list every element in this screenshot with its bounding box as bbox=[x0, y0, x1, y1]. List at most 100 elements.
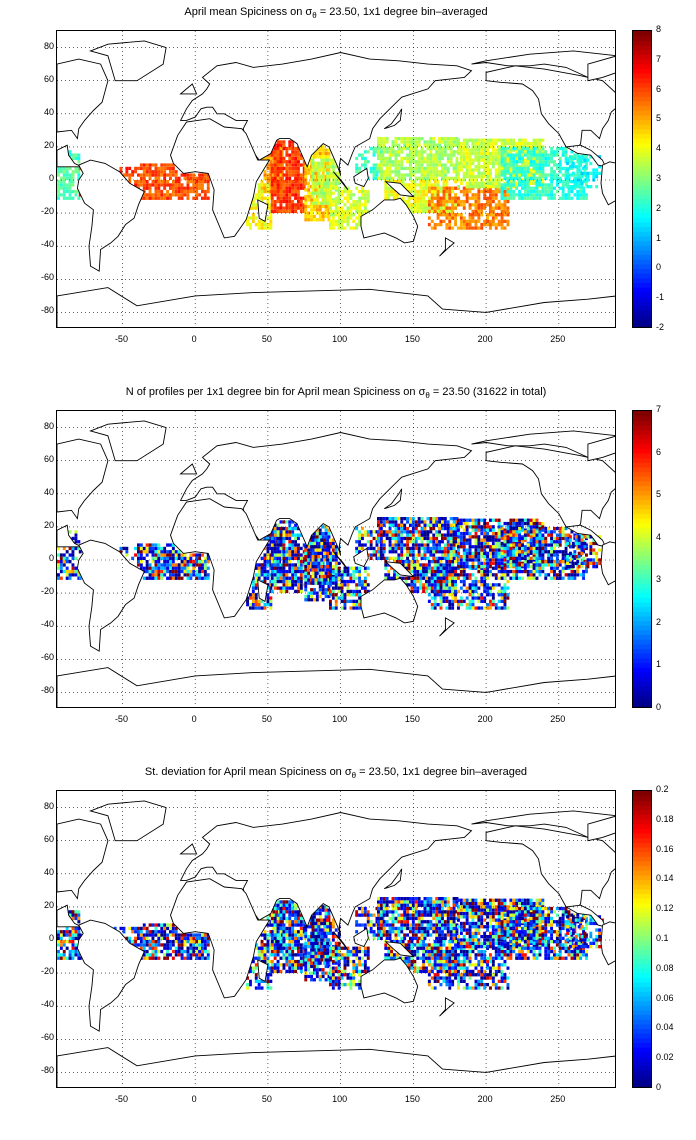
data-cell bbox=[509, 163, 513, 167]
data-cell bbox=[358, 569, 361, 574]
data-cell bbox=[445, 563, 449, 567]
data-cell bbox=[288, 563, 292, 567]
data-cell bbox=[409, 553, 412, 557]
data-cell bbox=[285, 170, 289, 174]
data-cell bbox=[387, 569, 391, 574]
data-cell bbox=[518, 138, 521, 142]
data-cell bbox=[486, 216, 489, 220]
data-cell bbox=[291, 170, 295, 174]
data-cell bbox=[279, 566, 283, 570]
data-cell bbox=[340, 223, 344, 227]
data-cell bbox=[346, 216, 350, 220]
data-cell bbox=[529, 175, 533, 179]
data-cell bbox=[497, 569, 501, 574]
data-cell bbox=[526, 166, 530, 171]
data-cell bbox=[257, 599, 261, 603]
data-cell bbox=[538, 150, 542, 154]
data-cell bbox=[311, 551, 315, 555]
data-cell bbox=[65, 173, 69, 177]
data-cell bbox=[506, 526, 510, 531]
data-cell bbox=[169, 186, 172, 190]
data-cell bbox=[497, 521, 501, 526]
data-cell bbox=[78, 550, 82, 554]
data-cell bbox=[538, 196, 542, 200]
data-cell bbox=[471, 185, 475, 189]
data-cell bbox=[276, 166, 280, 171]
data-cell bbox=[567, 196, 571, 200]
data-cell bbox=[327, 208, 331, 212]
data-cell bbox=[449, 146, 453, 151]
data-cell bbox=[523, 166, 527, 171]
data-cell bbox=[279, 203, 283, 207]
data-cell bbox=[206, 180, 210, 184]
data-cell bbox=[163, 550, 167, 554]
data-cell bbox=[307, 188, 311, 192]
data-cell bbox=[445, 223, 449, 227]
data-cell bbox=[157, 170, 161, 174]
data-cell bbox=[315, 208, 319, 212]
coastline bbox=[57, 287, 615, 327]
data-cell bbox=[416, 206, 420, 210]
data-cell bbox=[586, 185, 590, 189]
data-cell bbox=[260, 186, 264, 190]
data-cell bbox=[541, 146, 545, 151]
data-cell bbox=[462, 138, 466, 142]
data-cell bbox=[320, 565, 324, 569]
data-cell bbox=[538, 175, 542, 179]
data-cell bbox=[529, 181, 533, 185]
data-cell bbox=[509, 545, 513, 549]
data-cell bbox=[198, 193, 201, 197]
data-cell bbox=[337, 573, 341, 577]
data-cell bbox=[254, 606, 258, 610]
data-cell bbox=[57, 173, 60, 177]
data-cell bbox=[503, 203, 507, 207]
data-cell bbox=[435, 173, 439, 177]
data-cell bbox=[480, 209, 484, 214]
data-cell bbox=[423, 553, 427, 557]
data-cell bbox=[307, 545, 311, 549]
data-cell bbox=[465, 551, 469, 555]
data-cell bbox=[314, 561, 318, 565]
data-cell bbox=[269, 533, 273, 537]
data-cell bbox=[477, 181, 481, 185]
data-cell bbox=[171, 166, 175, 171]
data-cell bbox=[426, 170, 430, 174]
data-cell bbox=[304, 181, 308, 185]
data-cell bbox=[409, 517, 412, 521]
data-cell bbox=[406, 520, 409, 524]
data-cell bbox=[526, 161, 530, 166]
data-cell bbox=[311, 561, 315, 565]
data-cell bbox=[324, 528, 328, 532]
data-cell bbox=[432, 543, 436, 547]
data-cell bbox=[419, 203, 423, 207]
data-cell bbox=[523, 158, 527, 162]
data-cell bbox=[491, 189, 495, 194]
data-cell bbox=[454, 593, 457, 597]
data-cell bbox=[299, 176, 303, 180]
data-cell bbox=[394, 166, 398, 171]
data-cell bbox=[491, 566, 495, 570]
data-cell bbox=[512, 153, 516, 157]
data-cell bbox=[518, 175, 521, 179]
data-cell bbox=[343, 189, 347, 194]
data-cell bbox=[313, 538, 316, 542]
data-cell bbox=[361, 193, 364, 197]
data-cell bbox=[282, 209, 286, 214]
data-cell bbox=[62, 186, 66, 190]
data-cell bbox=[592, 171, 596, 175]
data-cell bbox=[157, 196, 161, 200]
data-cell bbox=[329, 219, 332, 223]
data-cell bbox=[483, 203, 487, 207]
data-cell bbox=[276, 526, 280, 531]
data-cell bbox=[375, 540, 379, 544]
data-cell bbox=[474, 589, 478, 594]
data-cell bbox=[566, 161, 569, 166]
data-cell bbox=[523, 548, 527, 552]
coastline bbox=[76, 159, 145, 272]
data-cell bbox=[564, 176, 568, 180]
data-cell bbox=[154, 566, 158, 570]
data-cell bbox=[160, 576, 164, 580]
data-cell bbox=[279, 180, 283, 184]
data-cell bbox=[413, 569, 417, 574]
data-cell bbox=[477, 569, 481, 574]
